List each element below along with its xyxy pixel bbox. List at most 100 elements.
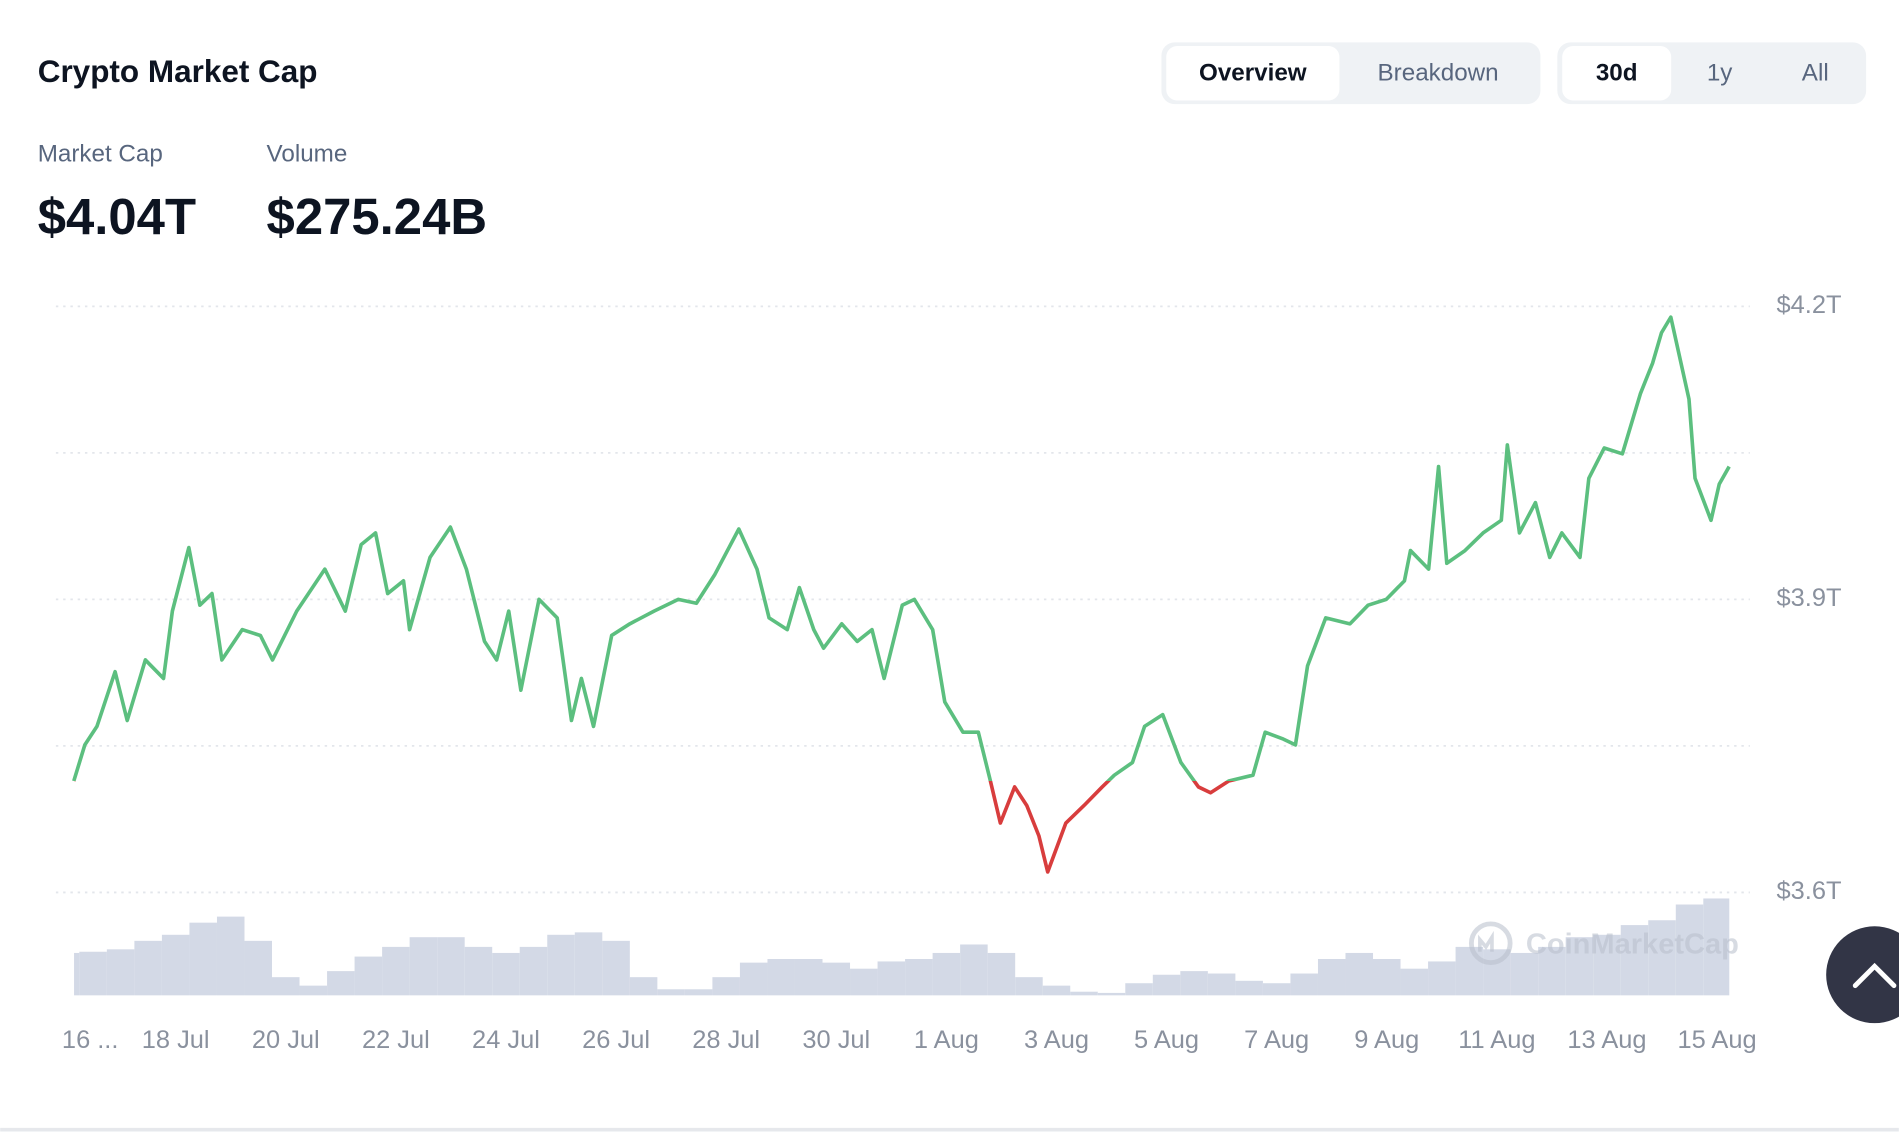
x-tick-label: 30 Jul bbox=[802, 1026, 870, 1054]
stat-value: $275.24B bbox=[267, 188, 488, 245]
x-tick-label: 18 Jul bbox=[142, 1026, 210, 1054]
tab-selected-bg[interactable] bbox=[1562, 46, 1672, 101]
x-tick-label: 3 Aug bbox=[1024, 1026, 1089, 1054]
volume-bar bbox=[1510, 952, 1539, 996]
tab-label[interactable]: 30d bbox=[1596, 59, 1638, 86]
volume-bar bbox=[1648, 920, 1676, 996]
volume-bar bbox=[382, 946, 410, 996]
volume-bar bbox=[437, 937, 465, 996]
volume-bar bbox=[272, 977, 300, 996]
volume-bar bbox=[1620, 925, 1649, 996]
volume-bar bbox=[327, 971, 355, 996]
volume-bar bbox=[216, 916, 245, 996]
volume-bar bbox=[1675, 904, 1704, 996]
y-tick-label: $4.2T bbox=[1777, 291, 1842, 319]
scroll-top-circle[interactable] bbox=[1826, 926, 1899, 1024]
y-tick-label: $3.6T bbox=[1777, 877, 1842, 905]
volume-bar bbox=[987, 952, 1016, 996]
x-tick-label: 28 Jul bbox=[692, 1026, 760, 1054]
plot: $4.2T $3.9T $3.6T 16 ... 18 Jul 20 Jul 22 Jul 2… bbox=[55, 291, 1842, 1054]
volume-bar bbox=[1070, 991, 1098, 996]
y-tick-label: $3.9T bbox=[1777, 584, 1842, 612]
volume-bar bbox=[299, 985, 328, 996]
volume-bar bbox=[1125, 983, 1153, 996]
tab[interactable]: 30d bbox=[1562, 46, 1672, 101]
x-tick-label: 11 Aug bbox=[1458, 1026, 1535, 1054]
scroll-top-icon[interactable] bbox=[1852, 962, 1897, 989]
tab-label[interactable]: Breakdown bbox=[1378, 59, 1499, 86]
tab[interactable]: 1y bbox=[1707, 59, 1733, 86]
volume-bar bbox=[739, 962, 768, 996]
x-tick-label: 5 Aug bbox=[1134, 1026, 1199, 1054]
stat-label: Market Cap bbox=[38, 140, 163, 167]
volume-bar bbox=[1290, 973, 1318, 996]
volume-bar bbox=[822, 962, 851, 996]
watermark-logo bbox=[1468, 921, 1513, 966]
volume-bar bbox=[1703, 898, 1730, 996]
watermark-text: CoinMarketCap bbox=[1526, 928, 1739, 960]
watermark-logo-mark bbox=[1478, 930, 1494, 952]
volume-bar bbox=[767, 959, 795, 996]
volume-bar bbox=[1207, 973, 1236, 996]
volume-bar bbox=[905, 959, 933, 996]
tab[interactable]: All bbox=[1802, 59, 1829, 86]
volume-bar bbox=[850, 968, 878, 996]
volume-bar bbox=[1455, 946, 1484, 996]
market-cap-line bbox=[72, 315, 1731, 874]
x-tick-label: 22 Jul bbox=[362, 1026, 430, 1054]
volume-bar bbox=[1400, 968, 1429, 996]
x-tick-label: 1 Aug bbox=[914, 1026, 979, 1054]
volume-bar bbox=[1152, 974, 1181, 996]
volume-bar bbox=[1180, 971, 1208, 996]
volume-bar bbox=[1015, 977, 1043, 996]
volume-bar bbox=[464, 946, 493, 996]
volume-bar bbox=[1538, 946, 1566, 996]
volume-bar bbox=[574, 932, 603, 996]
volume-bar bbox=[409, 937, 438, 996]
volume-bar bbox=[657, 989, 685, 996]
volume-bar bbox=[1345, 952, 1374, 996]
volume-bar bbox=[79, 951, 107, 996]
volume-bar bbox=[244, 940, 273, 996]
volume-bar bbox=[106, 949, 135, 996]
volume-bar bbox=[1262, 983, 1291, 996]
volume-bar bbox=[354, 956, 383, 996]
volume-bar bbox=[519, 946, 548, 996]
volume-bar bbox=[74, 952, 80, 996]
volume-bar bbox=[134, 940, 162, 996]
volume-bar bbox=[1373, 959, 1401, 996]
scroll-top-button[interactable] bbox=[1826, 926, 1899, 1024]
volume-bar bbox=[1317, 959, 1346, 996]
tab[interactable]: Overview bbox=[1166, 46, 1340, 101]
volume-bar bbox=[712, 977, 740, 996]
volume-bar bbox=[629, 977, 658, 996]
watermark: CoinMarketCap bbox=[1468, 921, 1739, 966]
x-tick-label: 20 Jul bbox=[252, 1026, 320, 1054]
title: Crypto Market Cap bbox=[38, 54, 318, 89]
volume-bar bbox=[547, 934, 575, 996]
volume-bar bbox=[1042, 985, 1071, 996]
volume-bar bbox=[932, 952, 961, 996]
x-tick-label: 9 Aug bbox=[1354, 1026, 1419, 1054]
tab-label[interactable]: All bbox=[1802, 59, 1829, 86]
volume-bar bbox=[1593, 934, 1621, 996]
volume-bar bbox=[492, 952, 520, 996]
volume-bar bbox=[602, 940, 630, 996]
x-tick-label: 26 Jul bbox=[582, 1026, 650, 1054]
tab-label[interactable]: 1y bbox=[1707, 59, 1733, 86]
x-tick-label: 13 Aug bbox=[1567, 1026, 1646, 1054]
x-tick-label: 16 ... bbox=[62, 1026, 119, 1054]
tab-selected-bg[interactable] bbox=[1166, 46, 1340, 101]
volume-bar bbox=[161, 934, 190, 996]
volume-bar bbox=[794, 959, 823, 996]
stat-label: Volume bbox=[267, 140, 348, 167]
stat-value: $4.04T bbox=[38, 188, 196, 245]
tab[interactable]: Breakdown bbox=[1378, 59, 1499, 86]
tab-label[interactable]: Overview bbox=[1199, 59, 1307, 86]
volume-bar bbox=[1428, 961, 1456, 996]
tab-layer: Overview Breakdown 30d 1y All bbox=[1166, 46, 1829, 101]
x-tick-label: 7 Aug bbox=[1244, 1026, 1309, 1054]
volume-bar bbox=[1565, 937, 1594, 996]
